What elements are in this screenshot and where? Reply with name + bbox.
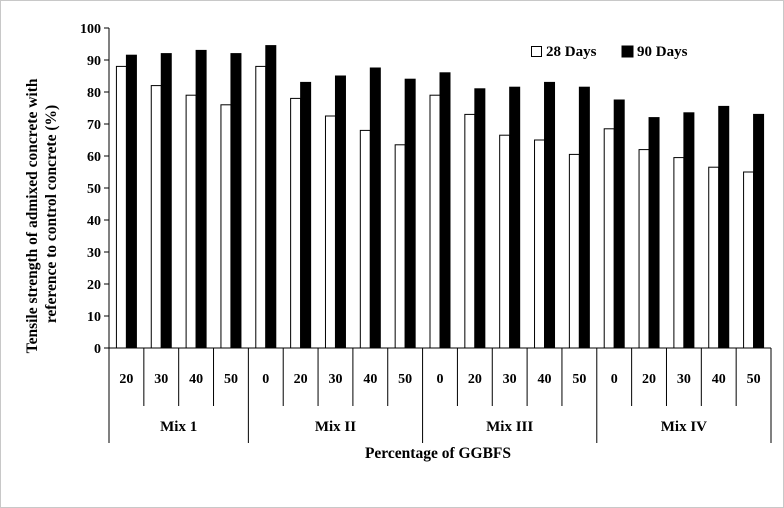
y-tick-label: 50	[87, 182, 101, 197]
y-axis-title-line-1: Tensile strength of admixed concrete wit…	[24, 78, 41, 353]
x-group-label: Mix IV	[661, 419, 707, 435]
y-tick-label: 40	[87, 214, 101, 229]
bar-90-days-18	[753, 113, 765, 349]
bar-28-days-3	[220, 104, 232, 349]
y-tick-label: 10	[87, 310, 101, 325]
bar-90-days-10	[474, 88, 486, 349]
bar-90-days-7	[369, 67, 381, 349]
bar-90-days-1	[160, 53, 172, 349]
x-category-label: 50	[747, 372, 761, 387]
legend-swatch-28-days	[531, 46, 542, 57]
bar-28-days-8	[394, 144, 406, 349]
x-category-label: 20	[119, 372, 133, 387]
x-category-labels: 20 30 40 50 0 20 30 40 50 0 20 30 40 50 0 20 30 40 50	[119, 372, 760, 387]
legend-label-90-days: 90 Days	[637, 44, 688, 60]
x-category-label: 30	[328, 372, 342, 387]
x-category-label: 50	[398, 372, 412, 387]
x-category-label: 0	[262, 372, 269, 387]
y-tick-label: 100	[80, 22, 101, 37]
bar-28-days-7	[359, 129, 371, 349]
bar-90-days-3	[230, 53, 242, 349]
x-category-label: 50	[572, 372, 586, 387]
bar-28-days-2	[185, 94, 197, 349]
bar-28-days-16	[673, 157, 685, 349]
bar-90-days-4	[265, 45, 277, 349]
y-tick-label: 90	[87, 54, 101, 69]
bar-90-days-16	[683, 112, 695, 349]
y-tick-labels: 0 10 20 30 40 50 60 70 80 90 100	[80, 22, 101, 357]
x-category-label: 20	[642, 372, 656, 387]
x-category-label: 30	[677, 372, 691, 387]
x-category-label: 40	[189, 372, 203, 387]
legend: 28 Days 90 Days	[531, 44, 688, 60]
y-tick-label: 80	[87, 86, 101, 101]
bar-28-days-12	[534, 139, 546, 349]
x-category-label: 40	[363, 372, 377, 387]
bar-90-days-15	[648, 117, 660, 349]
x-category-label: 30	[154, 372, 168, 387]
bar-90-days-8	[404, 78, 416, 349]
bar-28-days-10	[464, 113, 476, 349]
bar-90-days-17	[718, 105, 730, 349]
bar-28-days-1	[150, 85, 162, 349]
bar-90-days-9	[439, 72, 451, 349]
bar-28-days-13	[568, 153, 580, 349]
y-tick-label: 30	[87, 246, 101, 261]
y-tick-label: 60	[87, 150, 101, 165]
x-category-label: 0	[611, 372, 618, 387]
x-category-label: 30	[503, 372, 517, 387]
y-axis-title-line-2: reference to control concrete (%)	[43, 105, 60, 323]
x-group-label: Mix 1	[160, 419, 197, 435]
bar-28-days-14	[603, 128, 615, 349]
bar-90-days-6	[334, 75, 346, 349]
bar-90-days-5	[300, 81, 312, 349]
y-axis-title: Tensile strength of admixed concrete wit…	[24, 75, 60, 354]
bar-90-days-13	[578, 86, 590, 349]
bar-28-days-11	[499, 134, 511, 349]
x-category-label: 0	[437, 372, 444, 387]
legend-swatch-90-days	[621, 45, 634, 58]
bar-90-days-14	[613, 99, 625, 349]
bar-28-days-0	[115, 65, 127, 349]
bar-28-days-18	[743, 171, 755, 349]
bar-28-days-6	[324, 115, 336, 349]
x-category-label: 40	[712, 372, 726, 387]
x-group-label: Mix II	[315, 419, 356, 435]
bar-90-days-12	[544, 81, 556, 349]
bar-28-days-4	[255, 65, 267, 349]
legend-label-28-days: 28 Days	[546, 44, 597, 60]
bar-90-days-0	[125, 54, 137, 349]
x-group-labels: Mix 1 Mix II Mix III Mix IV	[160, 419, 707, 435]
bar-90-days-11	[509, 86, 521, 349]
bar-28-days-9	[429, 94, 441, 349]
x-group-label: Mix III	[486, 419, 533, 435]
x-category-label: 20	[468, 372, 482, 387]
bars-layer	[115, 45, 765, 349]
bar-90-days-2	[195, 49, 207, 349]
bar-28-days-5	[290, 97, 302, 349]
x-category-label: 20	[294, 372, 308, 387]
x-axis-title: Percentage of GGBFS	[365, 445, 511, 462]
x-category-label: 50	[224, 372, 238, 387]
axes-layer	[104, 27, 772, 443]
y-tick-label: 70	[87, 118, 101, 133]
bar-28-days-17	[708, 166, 720, 349]
y-tick-label: 0	[94, 342, 101, 357]
bar-28-days-15	[638, 149, 650, 349]
x-category-label: 40	[538, 372, 552, 387]
y-tick-label: 20	[87, 278, 101, 293]
